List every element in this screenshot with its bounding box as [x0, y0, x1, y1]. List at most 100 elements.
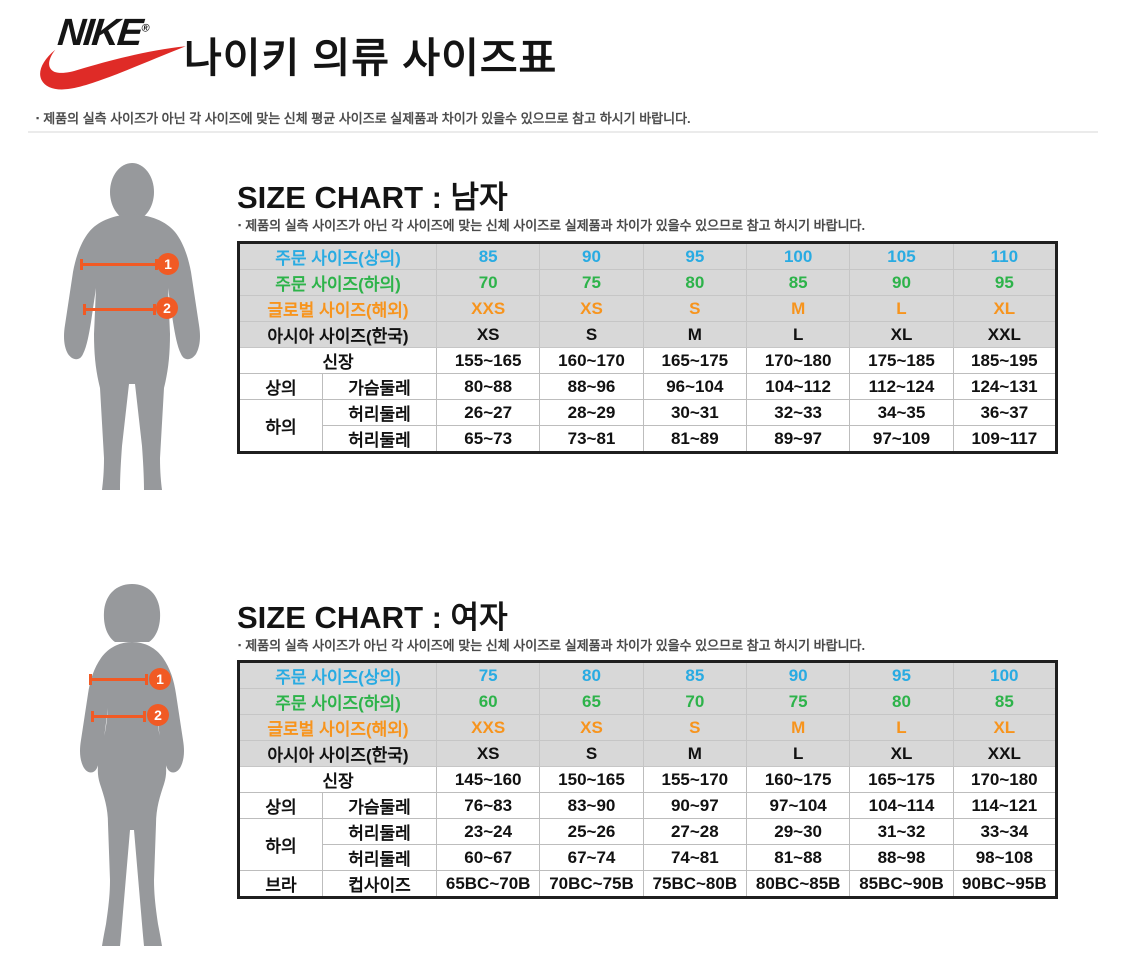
size-value: XXL [952, 321, 1058, 348]
measure-badge-2: 2 [147, 704, 169, 726]
bullet-icon: ▪ [238, 640, 242, 650]
measurement-row: 허리둘레 60~67 67~74 74~81 81~88 88~98 98~108 [239, 844, 1058, 871]
bullet-icon: ▪ [36, 113, 40, 123]
size-system-row: 글로벌 사이즈(해외) XXS XS S M L XL [238, 295, 1058, 322]
measure-badge-1: 1 [149, 668, 171, 690]
category-label: 브라 [238, 870, 323, 898]
measure-value: 145~160 [435, 766, 541, 793]
measure-value: 74~81 [642, 844, 747, 871]
measure-value: 73~81 [539, 425, 644, 453]
measure-value: 28~29 [539, 399, 644, 426]
top-disclaimer: ▪ 제품의 실측 사이즈가 아닌 각 사이즈에 맞는 신체 평균 사이즈로 실제품… [36, 111, 691, 126]
measure-label: 가슴둘레 [322, 792, 437, 819]
female-figure: 1 2 [42, 578, 222, 950]
waist-measure-arrow [83, 304, 156, 315]
measure-value: 185~195 [952, 347, 1058, 374]
measure-value: 81~88 [745, 844, 851, 871]
measurement-row: 하의 허리둘레 26~27 28~29 30~31 32~33 34~35 36~37 [238, 399, 1058, 453]
measure-value: 60~67 [435, 844, 541, 871]
measure-value: 33~34 [952, 818, 1058, 845]
size-value: 85 [435, 242, 541, 270]
measure-value: 89~97 [745, 425, 851, 453]
size-value: XS [435, 321, 541, 348]
size-value: S [539, 321, 644, 348]
row-label: 주문 사이즈(하의) [238, 688, 437, 715]
size-value: M [745, 714, 851, 741]
male-silhouette [64, 163, 200, 490]
measure-value: 98~108 [952, 844, 1058, 871]
registered-mark: ® [140, 22, 151, 35]
mens-size-table: 주문 사이즈(상의) 85 90 95 100 105 110 주문 사이즈(하의) 70 75 8… [237, 241, 1058, 454]
measure-label: 컵사이즈 [322, 870, 437, 898]
size-value: XS [435, 740, 541, 767]
measure-value: 175~185 [849, 347, 954, 374]
size-value: 100 [745, 242, 851, 270]
measurement-row: 신장 155~165 160~170 165~175 170~180 175~185 185… [238, 347, 1058, 374]
women-chart-note: ▪ 제품의 실측 사이즈가 아닌 각 사이즈에 맞는 신체 사이즈로 실제품과 차… [238, 638, 866, 653]
measure-value: 34~35 [849, 399, 954, 426]
measure-label: 허리둘레 [322, 818, 437, 845]
measure-value: 124~131 [952, 373, 1058, 400]
womens-size-table: 주문 사이즈(상의) 75 80 85 90 95 100 주문 사이즈(하의) 60 65 70 7… [237, 660, 1058, 899]
measure-value: 67~74 [539, 844, 644, 871]
size-value: 95 [642, 242, 747, 270]
size-value: XXS [435, 714, 541, 741]
category-label: 상의 [238, 373, 323, 400]
measure-value: 70BC~75B [539, 870, 644, 898]
measure-badge-2: 2 [156, 297, 178, 319]
measure-value: 165~175 [642, 347, 747, 374]
size-value: XL [952, 714, 1058, 741]
size-value: 70 [642, 688, 747, 715]
size-value: XXS [435, 295, 541, 322]
measure-value: 80BC~85B [745, 870, 851, 898]
size-value: 65 [539, 688, 644, 715]
measure-value: 27~28 [642, 818, 747, 845]
size-value: 90 [745, 661, 851, 689]
men-chart-note: ▪ 제품의 실측 사이즈가 아닌 각 사이즈에 맞는 신체 사이즈로 실제품과 차… [238, 218, 866, 233]
size-value: M [745, 295, 851, 322]
measure-value: 29~30 [745, 818, 851, 845]
measure-value: 80~88 [435, 373, 541, 400]
size-value: 80 [642, 269, 747, 296]
measure-value: 25~26 [539, 818, 644, 845]
measurement-row: 상의 가슴둘레 76~83 83~90 90~97 97~104 104~114 114~12… [238, 792, 1058, 819]
measure-value: 90~97 [642, 792, 747, 819]
row-label: 주문 사이즈(하의) [238, 269, 437, 296]
measurement-row: 신장 145~160 150~165 155~170 160~175 165~175 170… [238, 766, 1058, 793]
measure-value: 65~73 [435, 425, 541, 453]
measurement-row: 브라 컵사이즈 65BC~70B 70BC~75B 75BC~80B 80BC~85B 85… [238, 870, 1058, 898]
size-value: 85 [952, 688, 1058, 715]
size-system-row: 주문 사이즈(하의) 60 65 70 75 80 85 [238, 688, 1058, 715]
measure-value: 109~117 [952, 425, 1058, 453]
size-value: XS [539, 295, 644, 322]
row-label: 글로벌 사이즈(해외) [238, 295, 437, 322]
size-value: 80 [539, 661, 644, 689]
measure-value: 155~165 [435, 347, 541, 374]
header-divider [28, 131, 1098, 133]
measure-value: 114~121 [952, 792, 1058, 819]
size-value: 75 [745, 688, 851, 715]
size-value: 105 [849, 242, 954, 270]
category-label: 상의 [238, 792, 323, 819]
bullet-icon: ▪ [238, 220, 242, 230]
measure-value: 85BC~90B [849, 870, 954, 898]
measure-value: 83~90 [539, 792, 644, 819]
size-value: L [745, 740, 851, 767]
size-value: XS [539, 714, 644, 741]
measure-value: 97~104 [745, 792, 851, 819]
nike-logo: NIKE® [38, 10, 188, 102]
category-label: 하의 [238, 818, 323, 871]
category-label: 하의 [238, 399, 323, 453]
measure-value: 32~33 [745, 399, 851, 426]
size-system-row: 주문 사이즈(하의) 70 75 80 85 90 95 [238, 269, 1058, 296]
row-label: 주문 사이즈(상의) [238, 661, 437, 689]
measure-value: 155~170 [642, 766, 747, 793]
measure-value: 160~175 [745, 766, 851, 793]
size-system-row: 주문 사이즈(상의) 85 90 95 100 105 110 [238, 242, 1058, 270]
size-value: XXL [952, 740, 1058, 767]
row-label: 글로벌 사이즈(해외) [238, 714, 437, 741]
size-value: S [539, 740, 644, 767]
measure-value: 96~104 [642, 373, 747, 400]
size-value: L [849, 295, 954, 322]
size-value: 85 [745, 269, 851, 296]
